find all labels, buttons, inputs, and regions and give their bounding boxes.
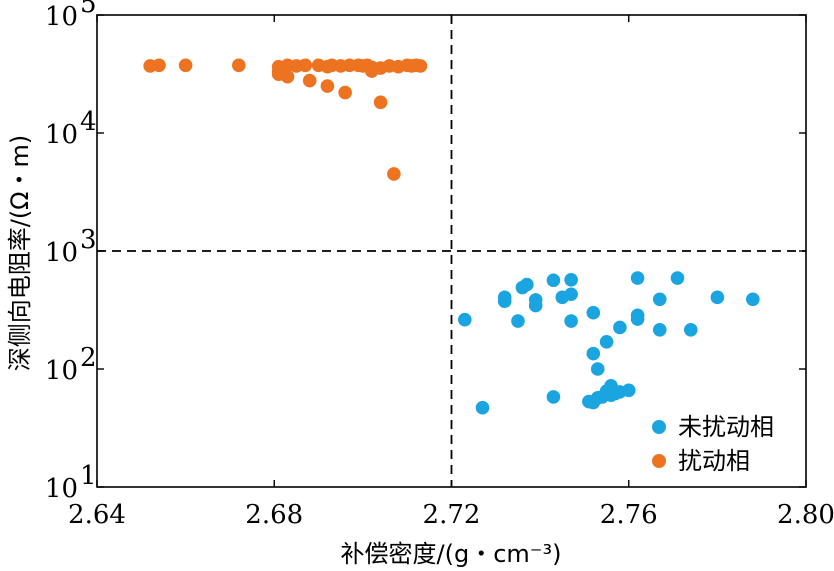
undisturbed-phase-point [670, 271, 685, 285]
y-tick-exponent: 3 [80, 225, 97, 255]
undisturbed-phase-point [546, 273, 561, 288]
disturbed-phase-point [302, 73, 317, 88]
x-axis-title: 补偿密度/(g・cm⁻³) [341, 540, 562, 568]
undisturbed-phase-point [511, 314, 525, 328]
undisturbed-phase-point [613, 320, 627, 335]
undisturbed-phase-point [520, 277, 534, 292]
y-tick-label: 10 [45, 120, 78, 150]
legend-label: 未扰动相 [678, 413, 774, 441]
disturbed-phase-point [373, 95, 388, 110]
undisturbed-phase-point [652, 322, 667, 337]
undisturbed-phase-point [746, 292, 760, 307]
disturbed-phase-point [178, 58, 193, 73]
disturbed-phase-point [152, 58, 166, 73]
undisturbed-phase-point [586, 346, 601, 361]
disturbed-phase-point [338, 85, 352, 100]
undisturbed-phase-point [710, 290, 725, 305]
y-tick-exponent: 4 [80, 107, 97, 137]
undisturbed-phase-point [528, 298, 543, 313]
disturbed-phase-point [320, 79, 335, 93]
disturbed-phase-point [280, 69, 295, 84]
legend-marker [652, 420, 666, 434]
y-tick-exponent: 2 [80, 343, 97, 373]
undisturbed-phase-point [630, 312, 645, 326]
y-tick-label: 10 [45, 238, 78, 268]
disturbed-phase-point [413, 59, 428, 73]
undisturbed-phase-point [652, 292, 667, 307]
undisturbed-phase-point [564, 287, 578, 302]
y-tick-exponent: 1 [80, 461, 97, 491]
x-tick-label: 2.68 [245, 500, 303, 530]
threshold-lines [97, 15, 806, 487]
undisturbed-phase-point [621, 383, 636, 398]
legend-label: 扰动相 [678, 447, 750, 475]
undisturbed-phase-point [457, 312, 472, 327]
undisturbed-phase-point [546, 390, 561, 404]
undisturbed-phase-point [497, 294, 512, 309]
undisturbed-phase-point [564, 273, 578, 287]
y-axis-title: 深侧向电阻率/(Ω・m) [6, 135, 34, 372]
x-tick-label: 2.72 [423, 500, 481, 530]
y-tick-label: 10 [45, 474, 78, 504]
undisturbed-phase-point [683, 322, 698, 337]
undisturbed-phase-point [564, 314, 578, 328]
undisturbed-phase-point [590, 362, 605, 376]
y-tick-label: 10 [45, 2, 78, 32]
undisturbed-phase-point [475, 400, 490, 415]
undisturbed-phase-point [599, 335, 614, 349]
disturbed-phase-point [232, 58, 246, 73]
x-tick-label: 2.76 [600, 500, 658, 530]
y-tick-label: 10 [45, 356, 78, 386]
undisturbed-phase-point [586, 305, 601, 320]
x-tick-label: 2.80 [777, 500, 834, 530]
disturbed-phase-point [298, 58, 313, 73]
y-tick-exponent: 5 [80, 0, 97, 19]
legend-marker [652, 454, 666, 468]
x-tick-label: 2.64 [68, 500, 126, 530]
data-points [143, 58, 760, 415]
disturbed-phase-point [387, 167, 401, 181]
undisturbed-phase-point [630, 271, 645, 285]
